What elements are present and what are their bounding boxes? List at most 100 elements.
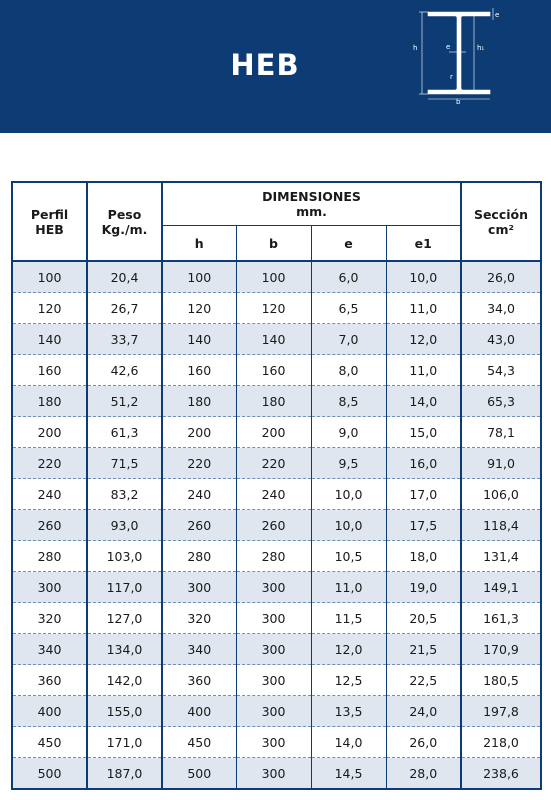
cell-e: 9,0 (310, 416, 387, 448)
cell-peso: 117,0 (86, 571, 163, 603)
cell-peso: 187,0 (86, 757, 163, 790)
cell-b: 300 (235, 633, 312, 665)
cell-perfil: 360 (11, 664, 88, 696)
cell-e: 7,0 (310, 323, 387, 355)
cell-h: 280 (161, 540, 237, 572)
cell-e: 14,5 (310, 757, 387, 790)
table-row: 500 187,0 500 300 14,5 28,0 238,6 (11, 757, 542, 790)
header-peso: Peso Kg./m. (86, 181, 163, 262)
cell-e: 9,5 (310, 447, 387, 479)
cell-e1: 28,0 (385, 757, 462, 790)
cell-peso: 33,7 (86, 323, 163, 355)
cell-seccion: 118,4 (460, 509, 542, 541)
cell-e: 10,5 (310, 540, 387, 572)
i-beam-profile-icon: h h₁ e e r b (413, 8, 499, 104)
cell-e1: 26,0 (385, 726, 462, 758)
cell-b: 220 (235, 447, 312, 479)
cell-e1: 19,0 (385, 571, 462, 603)
table-row: 240 83,2 240 240 10,0 17,0 106,0 (11, 478, 542, 510)
cell-e1: 12,0 (385, 323, 462, 355)
cell-perfil: 220 (11, 447, 88, 479)
cell-perfil: 500 (11, 757, 88, 790)
cell-e1: 14,0 (385, 385, 462, 417)
cell-e1: 10,0 (385, 260, 462, 293)
cell-e1: 15,0 (385, 416, 462, 448)
cell-seccion: 106,0 (460, 478, 542, 510)
cell-b: 260 (235, 509, 312, 541)
cell-h: 260 (161, 509, 237, 541)
cell-h: 220 (161, 447, 237, 479)
cell-b: 100 (235, 260, 312, 293)
cell-h: 100 (161, 260, 237, 293)
cell-h: 300 (161, 571, 237, 603)
cell-perfil: 450 (11, 726, 88, 758)
header-perfil: Perfil HEB (11, 181, 88, 262)
header-banner: HEB h h₁ e e r b (0, 0, 551, 133)
table-row: 360 142,0 360 300 12,5 22,5 180,5 (11, 664, 542, 696)
header-dimensiones: DIMENSIONES mm. (161, 181, 462, 226)
cell-b: 300 (235, 602, 312, 634)
cell-e1: 20,5 (385, 602, 462, 634)
cell-perfil: 120 (11, 292, 88, 324)
cell-perfil: 260 (11, 509, 88, 541)
cell-h: 140 (161, 323, 237, 355)
cell-seccion: 149,1 (460, 571, 542, 603)
diagram-label-h1: h₁ (477, 44, 484, 52)
cell-b: 160 (235, 354, 312, 386)
cell-seccion: 26,0 (460, 260, 542, 293)
cell-e1: 22,5 (385, 664, 462, 696)
cell-peso: 71,5 (86, 447, 163, 479)
cell-e: 8,0 (310, 354, 387, 386)
table-row: 320 127,0 320 300 11,5 20,5 161,3 (11, 602, 542, 634)
cell-peso: 127,0 (86, 602, 163, 634)
cell-h: 500 (161, 757, 237, 790)
cell-b: 300 (235, 664, 312, 696)
cell-e1: 11,0 (385, 292, 462, 324)
cell-seccion: 65,3 (460, 385, 542, 417)
cell-h: 340 (161, 633, 237, 665)
cell-peso: 134,0 (86, 633, 163, 665)
cell-e1: 17,0 (385, 478, 462, 510)
cell-b: 240 (235, 478, 312, 510)
header-e: e (310, 225, 387, 262)
diagram-label-h: h (413, 44, 417, 52)
header-e1: e1 (385, 225, 462, 262)
diagram-label-b: b (456, 98, 461, 104)
cell-perfil: 180 (11, 385, 88, 417)
cell-peso: 171,0 (86, 726, 163, 758)
table-row: 180 51,2 180 180 8,5 14,0 65,3 (11, 385, 542, 417)
cell-seccion: 131,4 (460, 540, 542, 572)
cell-h: 120 (161, 292, 237, 324)
header-h: h (161, 225, 237, 262)
cell-h: 200 (161, 416, 237, 448)
cell-h: 320 (161, 602, 237, 634)
cell-seccion: 34,0 (460, 292, 542, 324)
cell-e: 13,5 (310, 695, 387, 727)
cell-peso: 42,6 (86, 354, 163, 386)
cell-peso: 142,0 (86, 664, 163, 696)
table-row: 280 103,0 280 280 10,5 18,0 131,4 (11, 540, 542, 572)
cell-seccion: 43,0 (460, 323, 542, 355)
table-row: 300 117,0 300 300 11,0 19,0 149,1 (11, 571, 542, 603)
cell-e: 8,5 (310, 385, 387, 417)
cell-peso: 93,0 (86, 509, 163, 541)
cell-seccion: 54,3 (460, 354, 542, 386)
cell-h: 240 (161, 478, 237, 510)
cell-e: 6,0 (310, 260, 387, 293)
diagram-label-e-flange: e (495, 11, 499, 19)
table-row: 220 71,5 220 220 9,5 16,0 91,0 (11, 447, 542, 479)
cell-e1: 21,5 (385, 633, 462, 665)
cell-b: 140 (235, 323, 312, 355)
table-row: 160 42,6 160 160 8,0 11,0 54,3 (11, 354, 542, 386)
cell-perfil: 280 (11, 540, 88, 572)
cell-perfil: 140 (11, 323, 88, 355)
cell-peso: 20,4 (86, 260, 163, 293)
cell-perfil: 320 (11, 602, 88, 634)
diagram-label-e-web: e (446, 43, 450, 51)
cell-e1: 16,0 (385, 447, 462, 479)
cell-seccion: 180,5 (460, 664, 542, 696)
cell-e: 11,0 (310, 571, 387, 603)
table-row: 260 93,0 260 260 10,0 17,5 118,4 (11, 509, 542, 541)
cell-e1: 17,5 (385, 509, 462, 541)
cell-h: 180 (161, 385, 237, 417)
